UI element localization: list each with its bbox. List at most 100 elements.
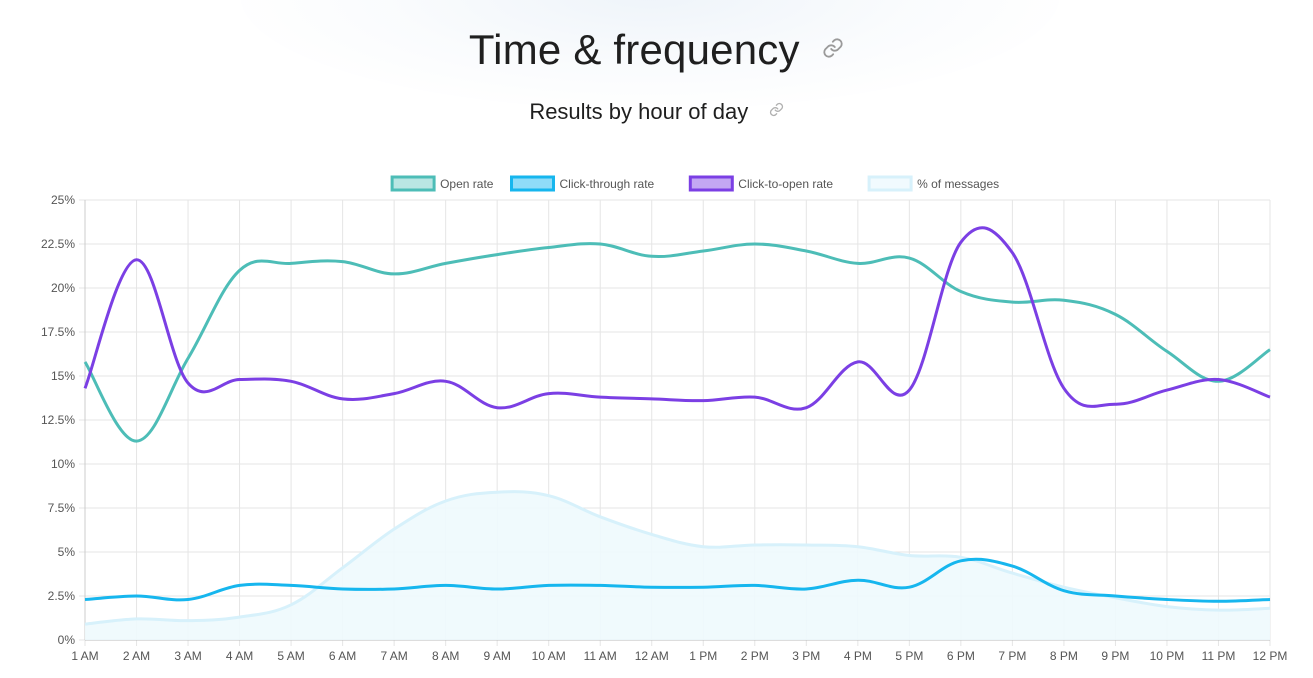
x-tick-label: 11 PM [1202,649,1236,663]
y-tick-label: 17.5% [41,325,75,339]
y-tick-label: 20% [51,281,75,295]
data-point [185,355,191,361]
data-point [288,378,294,384]
data-point [546,582,552,588]
x-tick-label: 1 AM [71,649,98,663]
data-point [649,531,655,537]
data-point [340,565,346,571]
series-area-fill [85,491,1270,640]
data-point [855,577,861,583]
data-point [443,582,449,588]
data-point [1009,250,1015,256]
data-point [288,602,294,608]
data-point [134,593,140,599]
data-point [1164,604,1170,610]
data-point [597,394,603,400]
series-pct-of-messages [82,489,1273,640]
data-point [288,260,294,266]
data-point [1112,593,1118,599]
x-tick-label: 2 PM [741,649,769,663]
data-point [700,544,706,550]
data-point [1061,297,1067,303]
data-point [443,498,449,504]
data-point [546,493,552,499]
y-tick-label: 10% [51,457,75,471]
x-tick-label: 2 AM [123,649,150,663]
data-point [597,582,603,588]
y-tick-label: 22.5% [41,237,75,251]
data-point [185,618,191,624]
data-point [855,544,861,550]
legend-swatch [510,175,555,192]
data-point [546,391,552,397]
chart-subtitle: Results by hour of day [529,99,749,124]
x-tick-label: 1 PM [689,649,717,663]
x-tick-label: 9 PM [1101,649,1129,663]
y-tick-label: 15% [51,369,75,383]
data-point [906,584,912,590]
data-point [906,553,912,559]
y-tick-label: 0% [58,633,76,647]
data-point [1215,607,1221,613]
data-point [752,542,758,548]
data-point [494,405,500,411]
x-tick-label: 8 PM [1050,649,1078,663]
data-point [1061,588,1067,594]
data-point [134,257,140,263]
series-click-to-open-rate [83,226,1273,411]
data-point [237,614,243,620]
data-point [855,359,861,365]
data-point [752,582,758,588]
data-point [906,255,912,261]
x-tick-label: 10 PM [1150,649,1185,663]
data-point [1267,394,1273,400]
x-tick-label: 9 AM [483,649,510,663]
data-point [803,248,809,254]
data-point [803,586,809,592]
legend-label: Open rate [440,177,494,191]
x-tick-label: 5 PM [895,649,923,663]
data-point [494,489,500,495]
data-point [1009,563,1015,569]
data-point [546,245,552,251]
data-point [803,542,809,548]
x-tick-label: 11 AM [584,649,617,663]
data-point [82,621,88,627]
series-line [83,242,1271,443]
data-point [391,391,397,397]
data-point [82,359,88,365]
series-line [84,490,1271,626]
data-point [185,597,191,603]
legend-swatch [390,175,436,192]
page-title: Time & frequency [468,26,800,73]
subtitle-link-icon[interactable] [769,102,784,122]
data-point [340,259,346,265]
y-tick-label: 12.5% [41,413,75,427]
data-point [649,253,655,259]
legend-item-pct-of-messages[interactable]: % of messages [867,175,999,192]
x-tick-label: 6 AM [329,649,356,663]
data-point [649,396,655,402]
data-point [185,380,191,386]
subtitle-row: Results by hour of day [0,99,1313,125]
data-point [958,239,964,245]
legend-item-click-to-open-rate[interactable]: Click-to-open rate [688,175,833,192]
data-point [391,271,397,277]
data-point [443,260,449,266]
x-tick-label: 8 AM [432,649,459,663]
y-tick-label: 25% [51,193,75,207]
link-icon[interactable] [822,37,844,64]
data-point [1267,347,1273,353]
x-tick-label: 6 PM [947,649,975,663]
legend-swatch [867,175,913,192]
y-tick-label: 7.5% [48,501,76,515]
data-point [700,398,706,404]
x-tick-label: 4 PM [844,649,872,663]
legend-item-open-rate[interactable]: Open rate [390,175,494,192]
legend-item-click-through-rate[interactable]: Click-through rate [510,175,655,192]
data-point [340,586,346,592]
data-point [1267,605,1273,611]
data-point [597,241,603,247]
series-line [83,226,1271,411]
